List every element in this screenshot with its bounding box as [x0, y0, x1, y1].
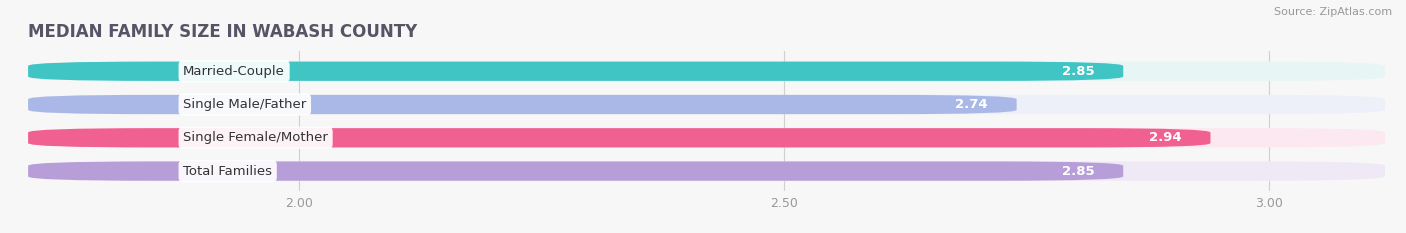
FancyBboxPatch shape	[28, 62, 1385, 81]
Text: Total Families: Total Families	[183, 164, 273, 178]
FancyBboxPatch shape	[28, 161, 1123, 181]
FancyBboxPatch shape	[28, 95, 1017, 114]
Text: 2.85: 2.85	[1062, 164, 1094, 178]
Text: 2.74: 2.74	[955, 98, 987, 111]
Text: Single Male/Father: Single Male/Father	[183, 98, 307, 111]
Text: Source: ZipAtlas.com: Source: ZipAtlas.com	[1274, 7, 1392, 17]
FancyBboxPatch shape	[28, 128, 1385, 147]
Text: 2.85: 2.85	[1062, 65, 1094, 78]
FancyBboxPatch shape	[28, 161, 1385, 181]
Text: Single Female/Mother: Single Female/Mother	[183, 131, 328, 144]
FancyBboxPatch shape	[28, 62, 1123, 81]
FancyBboxPatch shape	[28, 95, 1385, 114]
Text: MEDIAN FAMILY SIZE IN WABASH COUNTY: MEDIAN FAMILY SIZE IN WABASH COUNTY	[28, 23, 418, 41]
Text: Married-Couple: Married-Couple	[183, 65, 285, 78]
FancyBboxPatch shape	[28, 128, 1211, 147]
Text: 2.94: 2.94	[1149, 131, 1181, 144]
